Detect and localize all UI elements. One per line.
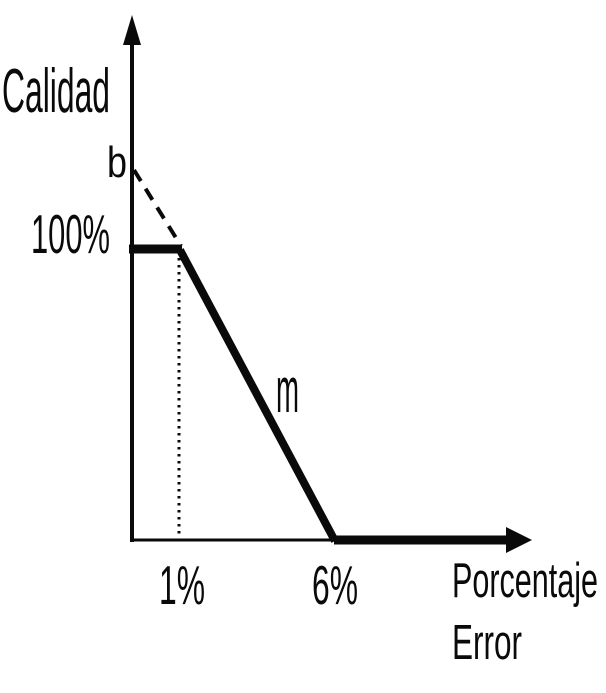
x-axis-title-line2: Error	[452, 616, 522, 670]
slope-m-label: m	[276, 354, 299, 426]
series-decline-segment	[176, 248, 339, 543]
y-axis-title: Calidad	[2, 57, 110, 126]
x-tick-1-label: 1%	[159, 554, 205, 616]
x-tick-6-label: 6%	[312, 554, 358, 616]
x-axis-title-line1: Porcentaje	[452, 554, 598, 608]
intercept-b-label: b	[107, 138, 127, 187]
y-tick-100-label: 100%	[31, 203, 110, 265]
y-axis-arrowhead-icon	[123, 15, 141, 45]
dashed-extrapolation-line	[132, 168, 183, 248]
x-axis-arrowhead-icon	[506, 527, 532, 553]
